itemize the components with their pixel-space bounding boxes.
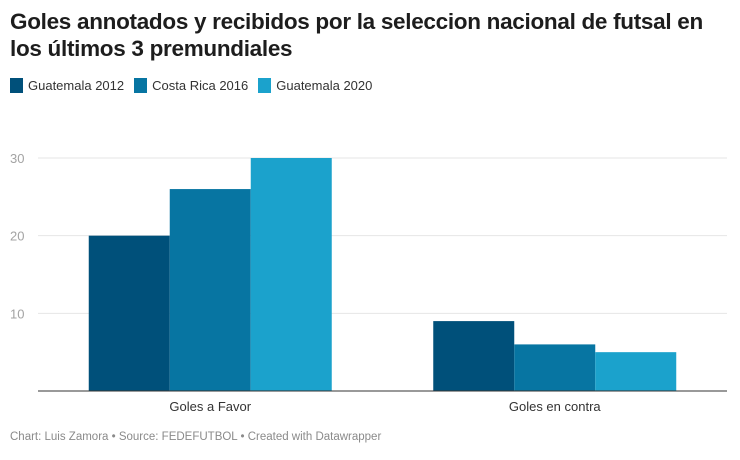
legend: Guatemala 2012 Costa Rica 2016 Guatemala… <box>10 78 382 93</box>
bar-guatemala-2012 <box>88 235 170 391</box>
chart-title: Goles annotados y recibidos por la selec… <box>10 9 703 61</box>
x-category-label: Goles a Favor <box>169 399 251 414</box>
legend-item-guatemala-2012: Guatemala 2012 <box>10 78 124 93</box>
x-category-label: Goles en contra <box>509 399 602 414</box>
bar-costa-rica-2016 <box>169 189 251 391</box>
bar-guatemala-2020 <box>250 158 332 391</box>
bar-guatemala-2020 <box>595 352 677 391</box>
legend-item-costa-rica-2016: Costa Rica 2016 <box>134 78 248 93</box>
legend-label: Guatemala 2020 <box>276 78 373 93</box>
legend-label: Costa Rica 2016 <box>152 78 249 93</box>
bar-guatemala-2012 <box>433 321 515 391</box>
legend-label: Guatemala 2012 <box>28 78 125 93</box>
chart-footer: Chart: Luis Zamora • Source: FEDEFUTBOL … <box>10 431 382 443</box>
legend-swatch <box>258 78 272 93</box>
legend-swatch <box>10 78 23 93</box>
y-tick-label: 20 <box>10 229 24 244</box>
y-tick-label: 10 <box>10 306 24 321</box>
y-tick-label: 30 <box>10 151 24 166</box>
legend-item-guatemala-2020: Guatemala 2020 <box>258 78 372 93</box>
legend-swatch <box>134 78 148 93</box>
bar-costa-rica-2016 <box>514 344 596 391</box>
